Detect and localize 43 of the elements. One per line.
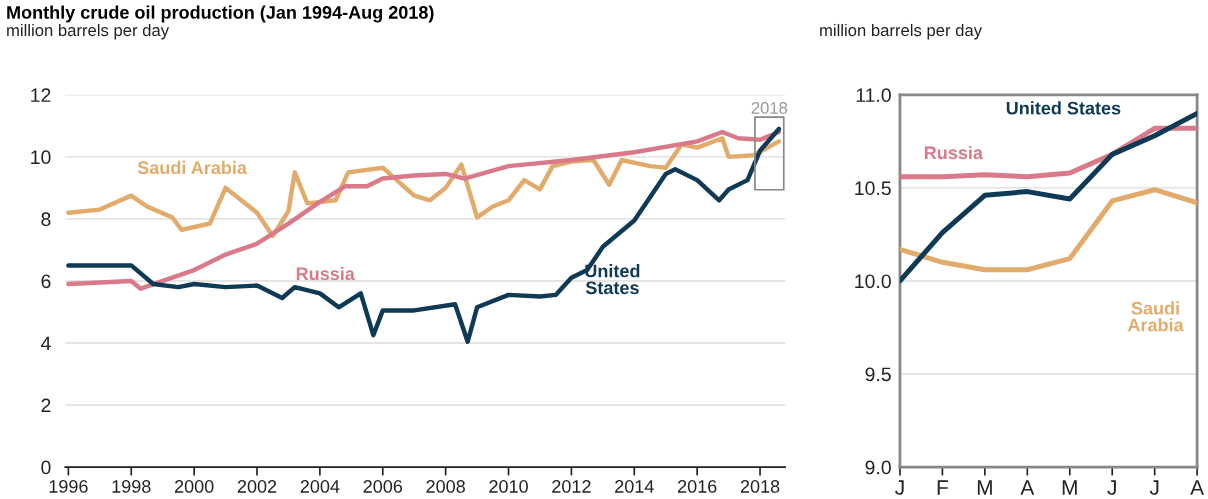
- x-tick-label: 2014: [615, 480, 654, 493]
- x-tick-label: 2016: [678, 480, 717, 493]
- y-tick-label: 9.5: [865, 367, 891, 382]
- y-tick-label: 10.0: [855, 274, 891, 289]
- line-series: [66, 126, 782, 344]
- chart-subtitle: million barrels per day: [7, 23, 170, 40]
- annotation: 2018: [751, 102, 788, 114]
- y-tick-label: 4: [40, 336, 51, 351]
- line-series: [66, 136, 782, 239]
- x-tick-label: A: [1020, 480, 1035, 495]
- x-tick-label: 2010: [489, 480, 528, 493]
- x-tick-label: 2012: [552, 480, 591, 493]
- chart-subtitle: million barrels per day: [820, 23, 983, 40]
- series-label: Saudi Arabia: [137, 160, 248, 175]
- y-tick-label: 9.0: [865, 460, 891, 475]
- series-label: Russia: [924, 145, 984, 160]
- y-tick-label: 6: [41, 274, 51, 289]
- y-tick-label: 10: [31, 150, 51, 165]
- x-tick-label: 2004: [300, 480, 340, 493]
- x-tick-label: 2000: [174, 480, 214, 493]
- x-tick-label: F: [937, 480, 948, 495]
- text: Russia: [296, 266, 355, 281]
- x-tick-label: 1996: [49, 480, 88, 493]
- x-tick-label: J: [895, 480, 904, 495]
- x-tick-label: 2002: [237, 480, 277, 493]
- x-tick-label: M: [1062, 480, 1077, 495]
- y-tick-label: 8: [41, 212, 51, 227]
- y-tick-label: 10.5: [855, 181, 891, 196]
- x-tick-label: 2008: [426, 480, 465, 493]
- x-tick-label: J: [1107, 480, 1116, 495]
- x-tick-label: A: [1190, 480, 1205, 495]
- chart-title: Monthly crude oil production (Jan 1994-Aug 2018): [7, 5, 434, 23]
- x-tick-label: 2018: [740, 480, 780, 493]
- y-tick-label: 2: [41, 398, 51, 413]
- y-tick-label: 0: [41, 460, 51, 475]
- x-tick-label: 1998: [112, 480, 151, 493]
- x-tick-label: J: [1149, 480, 1159, 495]
- series-label: United States: [1006, 101, 1121, 115]
- text: Saudi Arabia: [1127, 301, 1184, 332]
- x-tick-label: 2006: [363, 480, 403, 493]
- y-tick-label: 12: [31, 88, 51, 102]
- y-tick-label: 11.0: [856, 88, 891, 103]
- x-tick-label: M: [977, 480, 992, 495]
